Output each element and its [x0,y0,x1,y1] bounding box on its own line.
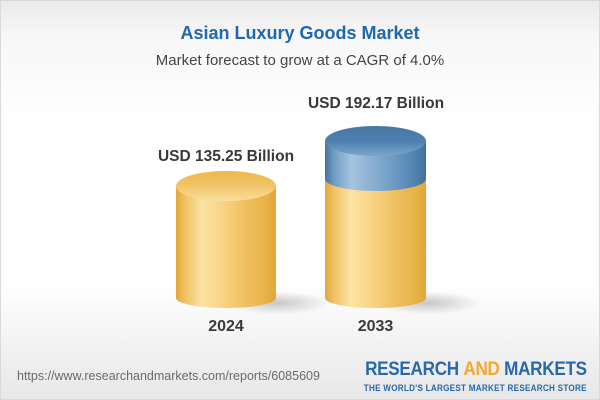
x-label-2033: 2033 [357,318,394,335]
chart-title: Asian Luxury Goods Market [180,23,420,43]
value-label-2024: USD 135.25 Billion [157,148,295,165]
cylinder-2033-cap [325,126,426,156]
report-url: https://www.researchandmarkets.com/repor… [17,369,320,383]
logo-word-markets: MARKETS [504,359,587,380]
cylinder-2024-body [176,186,276,308]
x-label-2024: 2024 [208,318,244,335]
cylinder-2033-base-segment [325,179,426,308]
logo-tagline: THE WORLD'S LARGEST MARKET RESEARCH STOR… [363,383,587,393]
cylinder-2024 [176,171,276,308]
research-and-markets-logo: RESEARCH AND MARKETS THE WORLD'S LARGEST M… [339,359,587,393]
cylinder-2033 [325,126,426,308]
value-label-2033: USD 192.17 Billion [307,95,445,112]
logo-word-and: AND [463,359,501,380]
cylinder-2024-cap [176,171,276,201]
chart-subtitle: Market forecast to grow at a CAGR of 4.0… [155,52,445,69]
logo-word-research: RESEARCH [365,359,460,380]
logo-wordmark: RESEARCH AND MARKETS [364,359,587,381]
